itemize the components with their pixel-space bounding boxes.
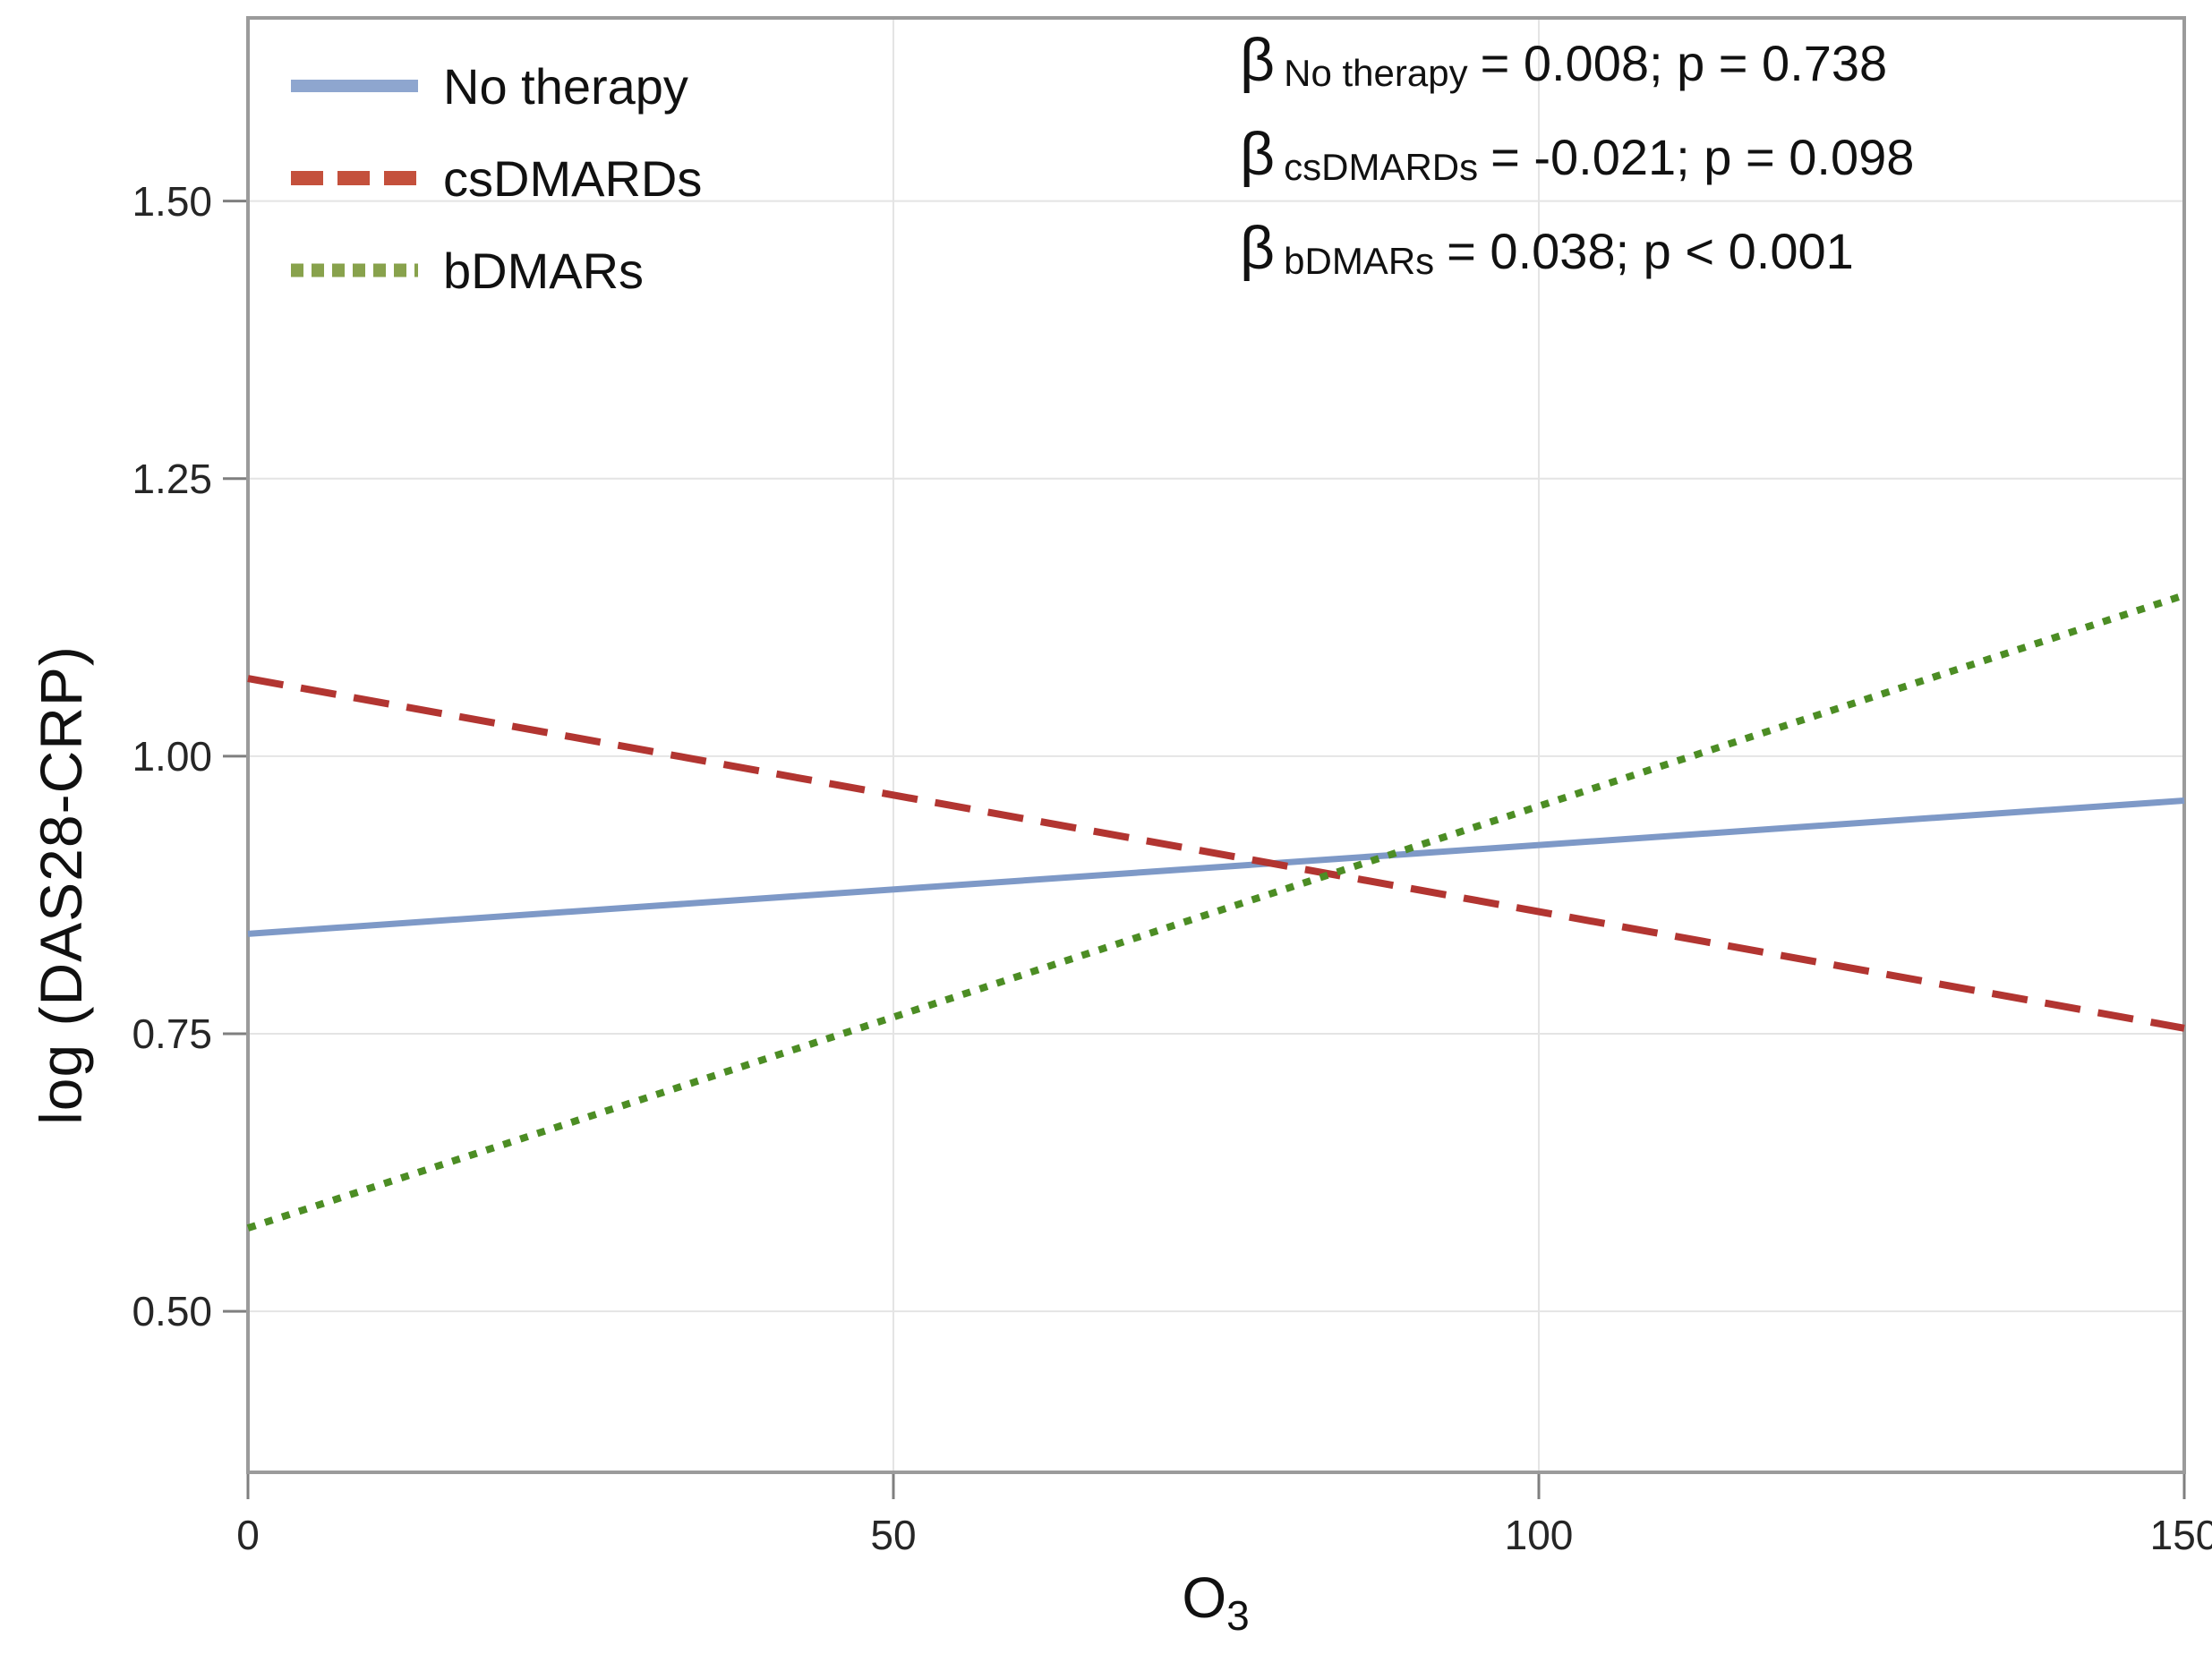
annotation-csdmards: β csDMARDs = -0.021; p = 0.098 xyxy=(1240,119,1914,213)
beta-symbol: β xyxy=(1240,120,1276,188)
y-axis-title: log (DAS28-CRP) xyxy=(28,645,94,1125)
beta-value-text: = 0.008; p = 0.738 xyxy=(1480,35,1888,91)
legend-swatch-dashed-line xyxy=(291,171,418,185)
y-tick-label: 0.75 xyxy=(132,1010,212,1057)
legend: No therapy csDMARDs bDMARs xyxy=(289,54,702,330)
regression-annotations: β No therapy = 0.008; p = 0.738 β csDMAR… xyxy=(1240,25,1914,307)
legend-swatch-dotted-line xyxy=(291,263,418,277)
legend-swatch-solid-line xyxy=(291,80,418,92)
x-tick-label: 50 xyxy=(870,1512,917,1558)
legend-label: No therapy xyxy=(443,57,688,115)
x-tick-label: 0 xyxy=(236,1512,260,1558)
y-tick-label: 1.25 xyxy=(132,456,212,502)
x-axis-title-main: O xyxy=(1182,1565,1227,1630)
y-tick-label: 1.50 xyxy=(132,178,212,225)
legend-label: bDMARs xyxy=(443,242,645,299)
beta-value-text: = 0.038; p < 0.001 xyxy=(1447,223,1854,279)
beta-symbol: β xyxy=(1240,214,1276,282)
y-tick-label: 0.50 xyxy=(132,1288,212,1334)
legend-item-csdmards: csDMARDs xyxy=(289,146,702,210)
legend-item-no-therapy: No therapy xyxy=(289,54,702,118)
x-axis-title: O3 xyxy=(1126,1564,1305,1640)
beta-value-text: = -0.021; p = 0.098 xyxy=(1490,129,1915,185)
legend-label: csDMARDs xyxy=(443,149,703,207)
x-tick-label: 100 xyxy=(1504,1512,1574,1558)
legend-item-bdmars: bDMARs xyxy=(289,238,702,303)
beta-symbol: β xyxy=(1240,26,1276,94)
beta-subscript: No therapy xyxy=(1284,52,1468,94)
beta-subscript: bDMARs xyxy=(1284,240,1435,282)
annotation-no-therapy: β No therapy = 0.008; p = 0.738 xyxy=(1240,25,1914,119)
x-axis-title-subscript: 3 xyxy=(1226,1591,1250,1639)
x-tick-label: 150 xyxy=(2149,1512,2212,1558)
annotation-bdmars: β bDMARs = 0.038; p < 0.001 xyxy=(1240,213,1914,307)
beta-subscript: csDMARDs xyxy=(1284,146,1479,188)
y-tick-label: 1.00 xyxy=(132,733,212,780)
